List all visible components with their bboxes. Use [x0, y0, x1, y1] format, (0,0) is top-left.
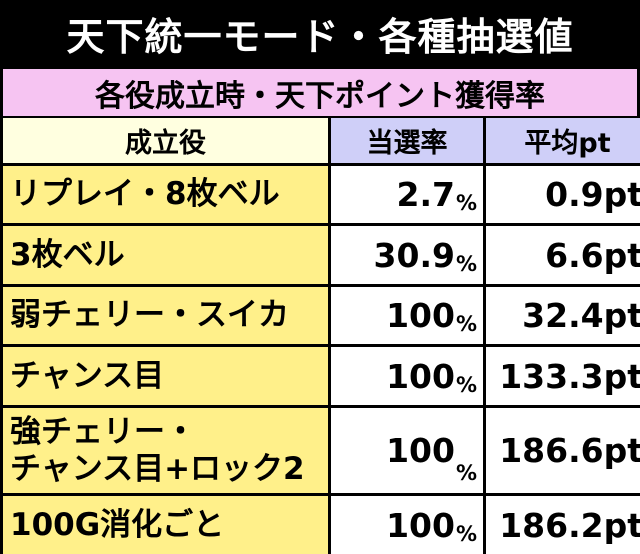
header-win-rate: 当選率: [331, 118, 483, 163]
row-name: 弱チェリー・スイカ: [3, 287, 328, 344]
row-rate: 100%: [331, 287, 483, 344]
row-average-pt: 0.9pt: [486, 166, 640, 223]
row-name: 100G消化ごと: [3, 496, 328, 554]
rate-value: 100: [386, 356, 455, 396]
row-rate: 100%: [331, 408, 483, 493]
page-title: 天下統一モード・各種抽選値: [0, 0, 640, 67]
table-subtitle: 各役成立時・天下ポイント獲得率: [3, 69, 637, 116]
lottery-table: 成立役 当選率 平均pt リプレイ・8枚ベル 2.7% 0.9pt 3枚ベル 3…: [0, 118, 640, 554]
rate-value: 30.9: [373, 235, 455, 275]
rate-unit: %: [455, 191, 477, 215]
row-name: リプレイ・8枚ベル: [3, 166, 328, 223]
row-average-pt: 32.4pt: [486, 287, 640, 344]
row-average-pt: 133.3pt: [486, 347, 640, 405]
row-average-pt: 186.2pt: [486, 496, 640, 554]
rate-value: 2.7: [396, 175, 455, 214]
rate-unit: %: [455, 461, 477, 485]
row-name: チャンス目: [3, 347, 328, 405]
header-average-pt: 平均pt: [486, 118, 640, 163]
row-rate: 2.7%: [331, 166, 483, 223]
row-rate: 100%: [331, 347, 483, 405]
row-average-pt: 6.6pt: [486, 226, 640, 284]
row-rate: 100%: [331, 496, 483, 554]
row-name: 3枚ベル: [3, 226, 328, 284]
row-average-pt: 186.6pt: [486, 408, 640, 493]
header-role: 成立役: [3, 118, 328, 163]
rate-value: 100: [386, 431, 455, 470]
row-rate: 30.9%: [331, 226, 483, 284]
rate-unit: %: [455, 252, 477, 276]
rate-unit: %: [455, 373, 477, 397]
rate-unit: %: [455, 312, 477, 336]
rate-value: 100: [386, 505, 455, 545]
rate-unit: %: [455, 522, 477, 546]
rate-value: 100: [386, 296, 455, 335]
row-name: 強チェリー・ チャンス目+ロック2: [3, 408, 328, 493]
